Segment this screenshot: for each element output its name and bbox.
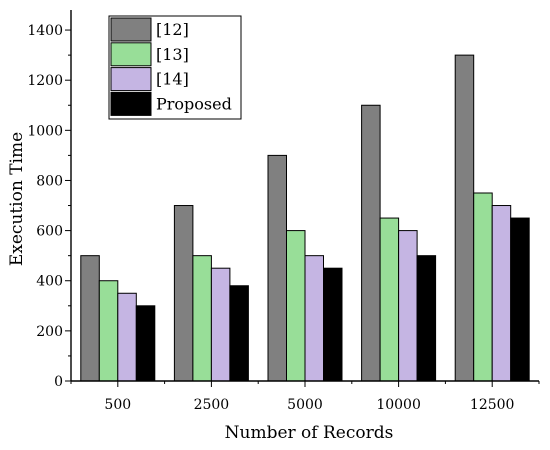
bar-3-10000 [398, 230, 418, 382]
legend-label: [12] [156, 20, 189, 39]
bar-1-10000 [361, 104, 381, 382]
bar-2-500 [98, 280, 119, 382]
y-tick-label: 800 [36, 173, 63, 189]
y-tick-label: 0 [54, 374, 63, 390]
legend-label: [13] [156, 45, 189, 64]
y-tick-label: 200 [36, 324, 63, 340]
legend-label: Proposed [156, 94, 232, 113]
x-tick-label: 5000 [287, 397, 323, 413]
bar-1-12500 [454, 54, 475, 382]
bar-4-12500 [510, 217, 530, 382]
y-tick-label: 1000 [27, 123, 63, 139]
bar-3-12500 [491, 205, 512, 382]
bar-4-10000 [416, 255, 437, 382]
bar-4-5000 [323, 267, 343, 382]
y-axis-title: Execution Time [7, 132, 27, 266]
bar-3-5000 [304, 255, 324, 382]
y-tick-label: 400 [36, 274, 63, 290]
legend-swatch [110, 42, 152, 67]
bar-2-12500 [473, 192, 493, 382]
bar-2-10000 [379, 217, 400, 382]
y-tick-label: 1400 [27, 23, 63, 39]
bar-3-500 [117, 292, 137, 382]
bar-4-2500 [229, 285, 249, 382]
x-axis-title: Number of Records [225, 423, 394, 443]
legend-swatch [110, 17, 152, 42]
x-tick-label: 12500 [470, 397, 515, 413]
legend-label: [14] [156, 70, 189, 89]
y-tick-label: 600 [36, 224, 63, 240]
y-tick-label: 1200 [27, 73, 63, 89]
bar-2-2500 [192, 255, 212, 382]
bar-1-500 [80, 255, 100, 382]
x-tick-label: 10000 [376, 397, 421, 413]
x-tick-label: 500 [104, 397, 131, 413]
axes-layer: 0 200 400 600 800 1000 1200 1400 500 2500 5000 1000… [27, 10, 540, 413]
x-tick-label: 2500 [194, 397, 230, 413]
bar-1-5000 [267, 154, 287, 382]
bar-1-2500 [173, 205, 194, 382]
bar-2-5000 [286, 230, 306, 382]
bar-4-500 [135, 305, 156, 382]
legend: [12] [13] [14] Proposed [108, 15, 242, 120]
legend-swatch [110, 67, 152, 92]
legend-swatch [110, 91, 152, 116]
bar-3-2500 [210, 267, 231, 382]
